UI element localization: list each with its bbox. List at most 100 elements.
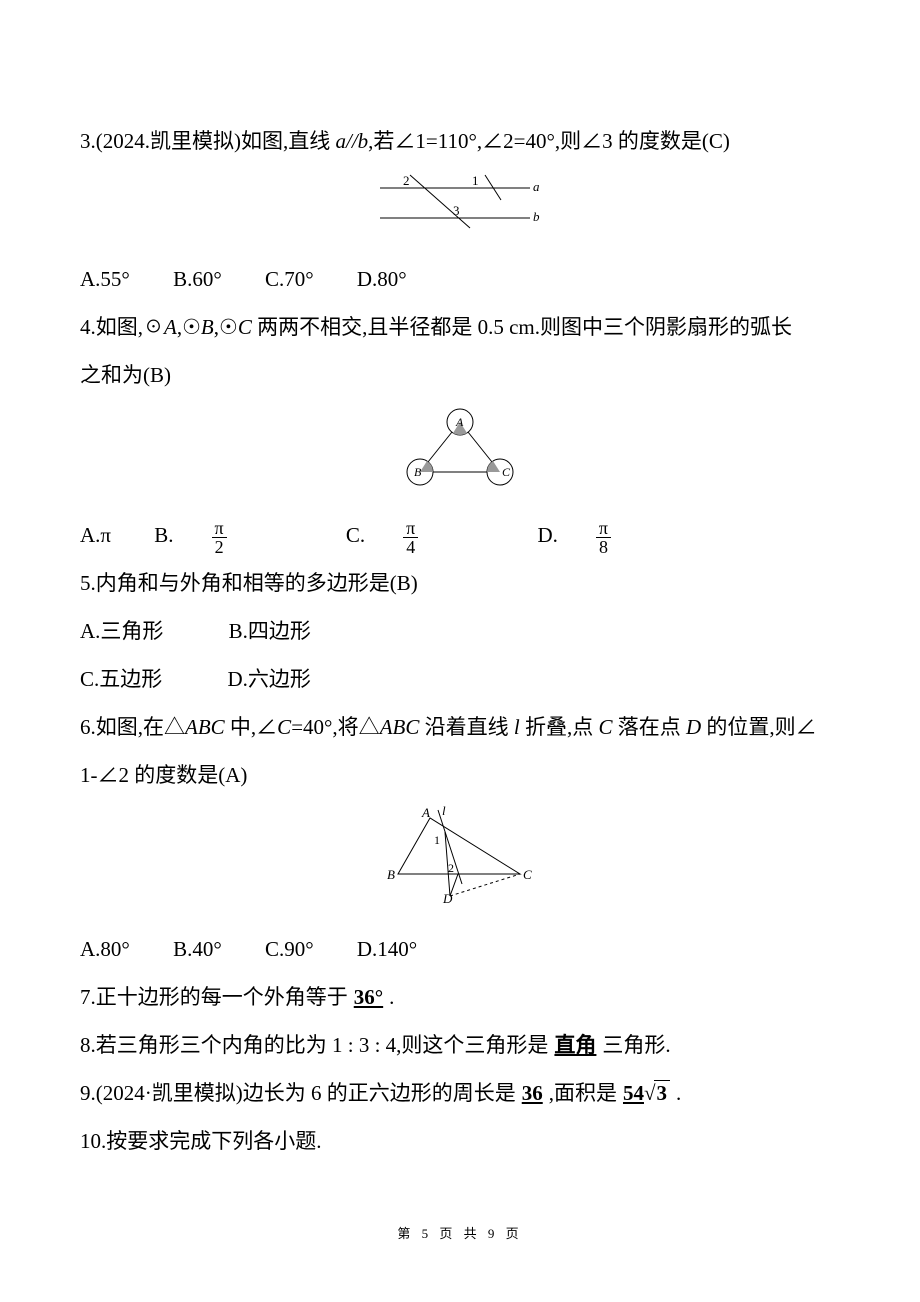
q6-abc2: ABC: [380, 715, 420, 739]
q4-fracD-num: π: [596, 519, 611, 538]
q3-var-a: a: [336, 129, 347, 153]
q3-optA: A.55°: [80, 258, 130, 300]
q5-options-row2: C.五边形 D.六边形: [80, 658, 840, 700]
q6-fig-B: B: [387, 867, 395, 882]
q6-m1: 中,∠: [225, 715, 278, 739]
q4-fracB-num: π: [212, 519, 227, 538]
q4-pre: 4.如图,☉: [80, 315, 164, 339]
q3-optD: D.80°: [357, 258, 407, 300]
q6-m5: 落在点: [612, 715, 686, 739]
q6-d: D: [686, 715, 701, 739]
q8-post: 三角形.: [602, 1033, 670, 1057]
q4-optC: C. π4: [346, 514, 494, 556]
q4-figure: A B C: [80, 404, 840, 504]
q6-svg: A B C D l 1 2: [380, 804, 540, 904]
q3-svg: 1 2 3 a b: [375, 170, 545, 234]
q3-optC: C.70°: [265, 258, 314, 300]
q9-post: .: [676, 1081, 681, 1105]
q7-post: .: [389, 985, 394, 1009]
q3-pre: 3.(2024.凯里模拟)如图,直线: [80, 129, 336, 153]
q7-ans: 36°: [348, 985, 389, 1009]
q3-fig-label2: 2: [403, 173, 410, 188]
q6-pre: 6.如图,在△: [80, 715, 185, 739]
q4-m3: 两两不相交,且半径都是 0.5 cm.则图中三个阴影扇形的弧长: [252, 315, 792, 339]
q4-text-line1: 4.如图,☉A,☉B,☉C 两两不相交,且半径都是 0.5 cm.则图中三个阴影…: [80, 306, 840, 348]
q9-root: √3: [644, 1072, 670, 1114]
q4-optB-pre: B.: [154, 514, 173, 556]
q3-optB: B.60°: [173, 258, 222, 300]
q3-parallel: //: [346, 129, 358, 153]
q6-m4: 折叠,点: [520, 715, 599, 739]
q4-fracC-num: π: [403, 519, 418, 538]
q6-optC: C.90°: [265, 928, 314, 970]
q4-optD: D. π8: [538, 514, 688, 556]
q4-optC-pre: C.: [346, 514, 365, 556]
q3-options: A.55° B.60° C.70° D.80°: [80, 258, 840, 300]
q6-m3: 沿着直线: [419, 715, 514, 739]
q6-text-line1: 6.如图,在△ABC 中,∠C=40°,将△ABC 沿着直线 l 折叠,点 C …: [80, 706, 840, 748]
q4-fracD-den: 8: [596, 538, 611, 556]
q4-optD-pre: D.: [538, 514, 558, 556]
q4-text-line2: 之和为(B): [80, 354, 840, 396]
q4-c: C: [238, 315, 252, 339]
q4-fracC-den: 4: [403, 538, 418, 556]
q8-text: 8.若三角形三个内角的比为 1 : 3 : 4,则这个三角形是直角三角形.: [80, 1024, 840, 1066]
q6-fig-D: D: [442, 891, 453, 904]
q3-fig-label1: 1: [472, 173, 479, 188]
q9-ans2: 54√3: [617, 1081, 676, 1105]
q3-fig-labelb: b: [533, 209, 540, 224]
q6-optB: B.40°: [173, 928, 222, 970]
q5-options-row1: A.三角形 B.四边形: [80, 610, 840, 652]
q3-mid1: ,若∠1=110°,∠2=40°,则∠3 的度数是(C): [368, 129, 730, 153]
q6-text-line2: 1-∠2 的度数是(A): [80, 754, 840, 796]
q3-text: 3.(2024.凯里模拟)如图,直线 a//b,若∠1=110°,∠2=40°,…: [80, 120, 840, 162]
q4-b: B: [201, 315, 214, 339]
q3-fig-labela: a: [533, 179, 540, 194]
q9-ans2-pre: 54: [623, 1081, 644, 1105]
q4-a: A: [164, 315, 177, 339]
q8-ans: 直角: [548, 1033, 602, 1057]
q6-fig-1: 1: [434, 833, 440, 847]
q6-c2: C: [598, 715, 612, 739]
q6-abc1: ABC: [185, 715, 225, 739]
q5-optB: B.四边形: [229, 610, 311, 652]
q3-figure: 1 2 3 a b: [80, 170, 840, 248]
page-container: 3.(2024.凯里模拟)如图,直线 a//b,若∠1=110°,∠2=40°,…: [0, 0, 920, 1302]
q6-fig-C: C: [523, 867, 532, 882]
q4-svg: A B C: [395, 404, 525, 490]
q4-fracB-den: 2: [212, 538, 227, 556]
q6-m6: 的位置,则∠: [701, 715, 817, 739]
q4-optA: A.π: [80, 514, 111, 556]
q9-pre: 9.(2024·凯里模拟)边长为 6 的正六边形的周长是: [80, 1081, 516, 1105]
q9-mid: ,面积是: [549, 1081, 617, 1105]
q4-options: A.π B.π2 C.π4 D.π8: [80, 514, 840, 556]
q4-fig-C: C: [502, 465, 511, 479]
page-footer: 第 5 页 共 9 页: [0, 1221, 920, 1247]
q3-fig-label3: 3: [453, 203, 460, 218]
q4-m1: ,☉: [177, 315, 201, 339]
q9-ans1: 36: [516, 1081, 549, 1105]
q5-optD: D.六边形: [228, 658, 311, 700]
q5-optC: C.五边形: [80, 658, 162, 700]
q4-fig-A: A: [455, 415, 464, 429]
q6-figure: A B C D l 1 2: [80, 804, 840, 918]
q8-pre: 8.若三角形三个内角的比为 1 : 3 : 4,则这个三角形是: [80, 1033, 548, 1057]
q6-m2: =40°,将△: [291, 715, 380, 739]
q6-fig-A: A: [421, 805, 430, 820]
q9-text: 9.(2024·凯里模拟)边长为 6 的正六边形的周长是36,面积是54√3.: [80, 1072, 840, 1114]
q3-var-b: b: [358, 129, 369, 153]
q6-fig-l: l: [442, 804, 446, 818]
q6-optA: A.80°: [80, 928, 130, 970]
q7-text: 7.正十边形的每一个外角等于36°.: [80, 976, 840, 1018]
q6-fig-2: 2: [448, 861, 454, 875]
q6-optD: D.140°: [357, 928, 417, 970]
q5-optA: A.三角形: [80, 610, 163, 652]
q5-text: 5.内角和与外角和相等的多边形是(B): [80, 562, 840, 604]
q7-pre: 7.正十边形的每一个外角等于: [80, 985, 348, 1009]
q10-text: 10.按要求完成下列各小题.: [80, 1120, 840, 1162]
q6-c1: C: [277, 715, 291, 739]
q4-optB: B. π2: [154, 514, 302, 556]
q9-radicand: 3: [654, 1080, 671, 1105]
q4-m2: ,☉: [214, 315, 238, 339]
q6-options: A.80° B.40° C.90° D.140°: [80, 928, 840, 970]
